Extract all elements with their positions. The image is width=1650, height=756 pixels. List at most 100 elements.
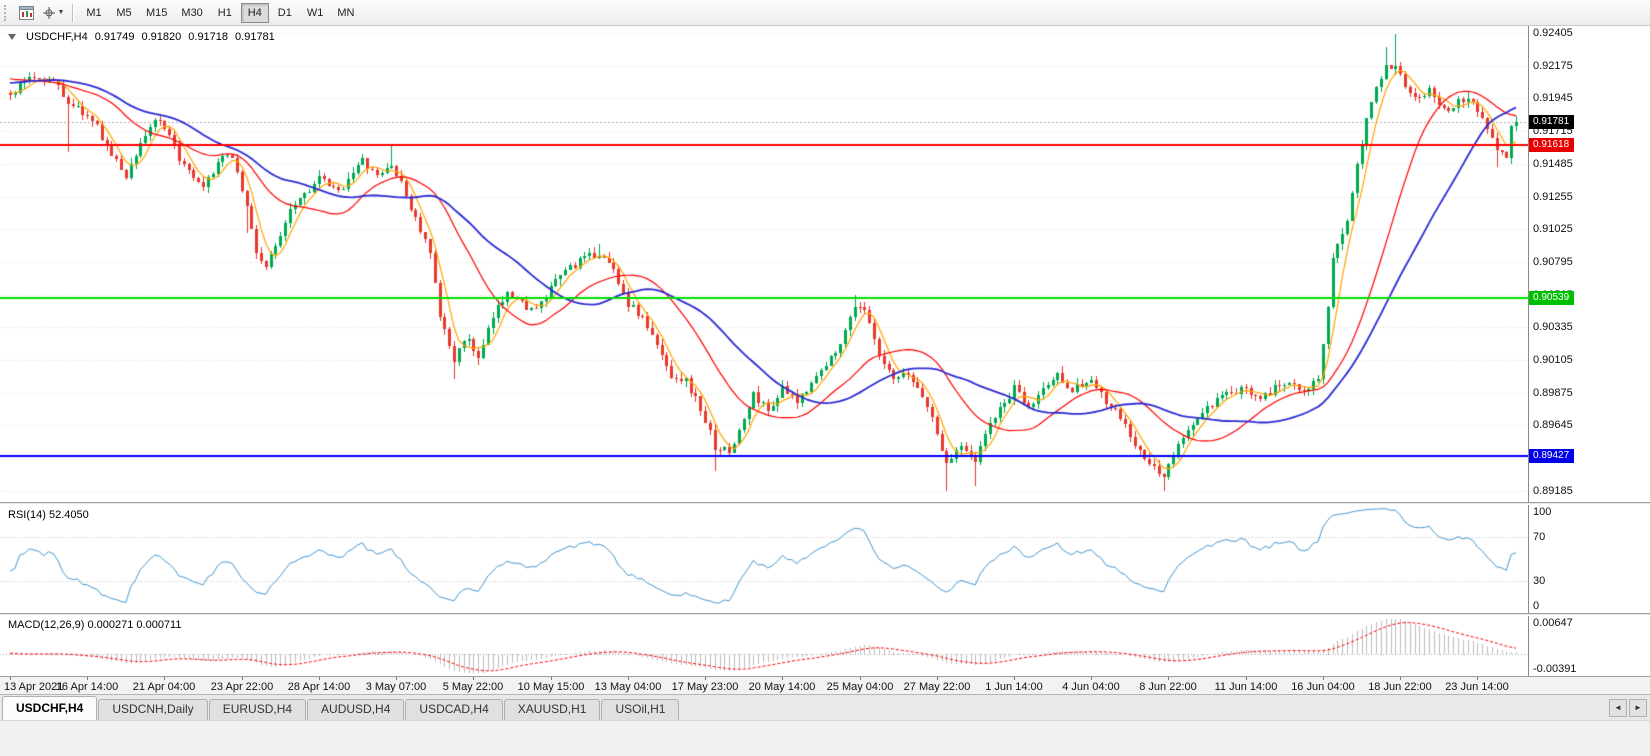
- chart-tab-usoil-h1[interactable]: USOil,H1: [601, 699, 680, 720]
- timeframe-button-m1[interactable]: M1: [80, 3, 108, 23]
- macd-axis-tick: -0.00391: [1533, 663, 1577, 675]
- ohlc-high-value: 0.91820: [141, 31, 182, 43]
- time-axis-tickmark: [1168, 677, 1169, 680]
- time-axis-label: 16 Apr 14:00: [55, 681, 119, 693]
- time-axis-label: 25 May 04:00: [826, 681, 894, 693]
- price-axis-tick: 0.89645: [1533, 419, 1573, 431]
- time-axis-tickmark: [1477, 677, 1478, 680]
- time-axis-label: 20 May 14:00: [748, 681, 816, 693]
- chart-tab-usdchf-h4[interactable]: USDCHF,H4: [2, 696, 98, 720]
- price-axis-tick: 0.90795: [1533, 256, 1573, 268]
- crosshair-icon: [42, 6, 55, 19]
- price-axis-tick: 0.91025: [1533, 223, 1573, 235]
- time-axis-tickmark: [10, 677, 11, 680]
- time-axis-label: 13 Apr 2021: [4, 681, 64, 693]
- time-axis-tickmark: [705, 677, 706, 680]
- timeframes-toolbar: ▼ M1 M5 M15 M30 H1 H4 D1 W1 MN: [0, 0, 1650, 26]
- timeframe-button-d1[interactable]: D1: [271, 3, 299, 23]
- toolbar-separator: [72, 3, 74, 22]
- timeframe-button-m5[interactable]: M5: [110, 3, 138, 23]
- rsi-indicator-canvas[interactable]: [0, 505, 1528, 613]
- rsi-axis-tick: 0: [1533, 600, 1540, 612]
- time-axis-tickmark: [628, 677, 629, 680]
- time-axis-label: 4 Jun 04:00: [1062, 681, 1120, 693]
- tab-scroll-buttons: ◄ ►: [1607, 695, 1650, 720]
- time-axis-label: 17 May 23:00: [671, 681, 739, 693]
- price-axis[interactable]: 0.92405 0.92175 0.91945 0.91715 0.91485 0.912…: [1528, 26, 1650, 676]
- time-axis-label: 16 Jun 04:00: [1291, 681, 1355, 693]
- time-axis-label: 10 May 15:00: [517, 681, 585, 693]
- tab-scroll-left-button[interactable]: ◄: [1609, 698, 1627, 717]
- rsi-axis-tick: 100: [1533, 506, 1552, 518]
- time-axis-tickmark: [1246, 677, 1247, 680]
- time-axis-label: 13 May 04:00: [594, 681, 662, 693]
- hline-price-tag: 0.89427: [1529, 449, 1575, 463]
- time-axis-label: 27 May 22:00: [903, 681, 971, 693]
- rsi-indicator-label: RSI(14) 52.4050: [8, 509, 89, 521]
- time-axis-tickmark: [164, 677, 165, 680]
- toolbar-grip[interactable]: [4, 4, 9, 21]
- ohlc-close-value: 0.91781: [235, 31, 275, 43]
- chart-tab-xauusd-h1[interactable]: XAUUSD,H1: [503, 699, 601, 720]
- status-strip: [0, 720, 1650, 756]
- macd-indicator-label: MACD(12,26,9) 0.000271 0.000711: [8, 619, 181, 631]
- time-axis-tickmark: [551, 677, 552, 680]
- chart-shift-marker-icon: [8, 34, 16, 40]
- pane-splitter-macd[interactable]: [0, 613, 1650, 616]
- hline-price-tag: 0.90539: [1529, 291, 1575, 305]
- time-axis-label: 23 Jun 14:00: [1445, 681, 1509, 693]
- chart-window: 0.92405 0.92175 0.91945 0.91715 0.91485 0.912…: [0, 26, 1650, 694]
- timeframe-button-w1[interactable]: W1: [301, 3, 330, 23]
- time-axis-tickmark: [473, 677, 474, 680]
- hline-price-tag: 0.91618: [1529, 138, 1575, 152]
- macd-indicator-canvas[interactable]: [0, 616, 1528, 676]
- time-axis-tickmark: [937, 677, 938, 680]
- time-axis-tickmark: [319, 677, 320, 680]
- time-axis-tickmark: [1014, 677, 1015, 680]
- timeframe-button-m15[interactable]: M15: [140, 3, 173, 23]
- price-axis-tick: 0.90105: [1533, 354, 1573, 366]
- time-axis-label: 1 Jun 14:00: [985, 681, 1043, 693]
- chart-tab-usdcad-h4[interactable]: USDCAD,H4: [405, 699, 503, 720]
- time-axis-label: 5 May 22:00: [442, 681, 504, 693]
- macd-axis-tick: 0.00647: [1533, 617, 1573, 629]
- rsi-axis-tick: 70: [1533, 531, 1546, 543]
- price-axis-tick: 0.90335: [1533, 321, 1573, 333]
- price-axis-tick: 0.92175: [1533, 60, 1573, 72]
- price-axis-tick: 0.92405: [1533, 27, 1573, 39]
- time-axis-tickmark: [1091, 677, 1092, 680]
- time-axis-tickmark: [396, 677, 397, 680]
- price-chart-canvas[interactable]: [0, 26, 1528, 502]
- time-axis[interactable]: 13 Apr 2021 16 Apr 14:00 21 Apr 04:00 23 Ap…: [0, 676, 1650, 694]
- chart-tab-usdcnh-daily[interactable]: USDCNH,Daily: [98, 699, 208, 720]
- timeframe-button-mn[interactable]: MN: [331, 3, 360, 23]
- chart-tab-bar: USDCHF,H4 USDCNH,Daily EURUSD,H4 AUDUSD,H4 U…: [0, 694, 1650, 720]
- bid-price-tag: 0.91781: [1529, 115, 1575, 129]
- crosshair-tool-button[interactable]: ▼: [40, 3, 66, 23]
- timeframe-button-h1[interactable]: H1: [211, 3, 239, 23]
- time-axis-label: 8 Jun 22:00: [1139, 681, 1197, 693]
- chart-tab-eurusd-h4[interactable]: EURUSD,H4: [208, 699, 307, 720]
- time-axis-tickmark: [782, 677, 783, 680]
- price-axis-tick: 0.91485: [1533, 158, 1573, 170]
- tab-scroll-right-button[interactable]: ►: [1629, 698, 1647, 717]
- price-axis-tick: 0.91255: [1533, 191, 1573, 203]
- dropdown-arrow-icon: ▼: [57, 9, 65, 16]
- price-axis-tick: 0.91945: [1533, 92, 1573, 104]
- rsi-axis-tick: 30: [1533, 575, 1546, 587]
- time-axis-label: 18 Jun 22:00: [1368, 681, 1432, 693]
- timeframe-buttons-group: M1 M5 M15 M30 H1 H4 D1 W1 MN: [79, 2, 361, 23]
- new-chart-button[interactable]: [13, 3, 39, 23]
- time-axis-label: 11 Jun 14:00: [1214, 681, 1278, 693]
- time-axis-label: 28 Apr 14:00: [287, 681, 351, 693]
- timeframe-button-h4[interactable]: H4: [240, 2, 269, 23]
- chart-tab-audusd-h4[interactable]: AUDUSD,H4: [307, 699, 405, 720]
- time-axis-label: 21 Apr 04:00: [132, 681, 196, 693]
- ohlc-open-value: 0.91749: [94, 31, 135, 43]
- price-axis-tick: 0.89185: [1533, 485, 1573, 497]
- time-axis-tickmark: [242, 677, 243, 680]
- chart-tabs: USDCHF,H4 USDCNH,Daily EURUSD,H4 AUDUSD,H4 U…: [2, 695, 680, 720]
- pane-splitter-rsi[interactable]: [0, 502, 1650, 505]
- timeframe-button-m30[interactable]: M30: [175, 3, 208, 23]
